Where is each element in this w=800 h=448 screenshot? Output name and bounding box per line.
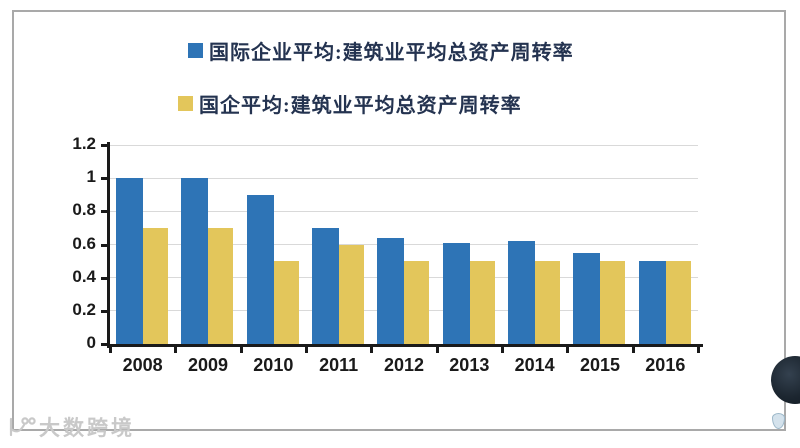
x-axis-tick	[305, 347, 308, 353]
watermark-logo-icon	[9, 417, 36, 437]
bar-s1-2011	[312, 227, 339, 344]
y-axis-tick	[101, 144, 107, 147]
x-axis-tick	[174, 347, 178, 353]
y-axis-tick	[101, 343, 107, 346]
gridline	[110, 144, 698, 146]
x-axis-label: 2008	[122, 355, 163, 375]
bar-s1-2016	[638, 261, 666, 344]
y-axis-label: 0	[86, 333, 96, 352]
bar-s1-2013	[442, 242, 470, 344]
x-axis-label: 2016	[645, 355, 686, 375]
bar-s1-2010	[246, 194, 274, 344]
bar-s2-2013	[469, 261, 495, 344]
water-droplet-icon	[772, 413, 785, 429]
bar-s1-2015	[573, 252, 601, 344]
gridline	[110, 177, 698, 179]
x-axis-label: 2013	[449, 355, 490, 375]
bar-s2-2010	[273, 261, 299, 344]
x-axis-label: 2009	[187, 355, 229, 375]
bar-s2-2014	[535, 261, 560, 344]
y-axis-label: 0.4	[72, 266, 96, 286]
x-axis-tick	[501, 347, 504, 353]
gridline	[110, 210, 698, 212]
legend-item-international-average: 国际企业平均:建筑业平均总资产周转率	[188, 36, 800, 65]
y-axis-label: 1.2	[72, 134, 96, 153]
y-axis-tick	[101, 243, 107, 247]
bar-s2-2015	[600, 261, 626, 344]
x-axis-label: 2011	[319, 355, 359, 375]
y-axis-line	[107, 142, 110, 348]
legend-label-soe-average: 国企平均:建筑业平均总资产周转率	[199, 95, 522, 117]
legend-swatch-blue	[188, 43, 203, 58]
x-axis-label: 2014	[514, 355, 555, 375]
x-axis-label: 2015	[579, 355, 621, 375]
x-axis-line	[107, 344, 703, 347]
y-axis-tick	[101, 177, 107, 181]
bar-s1-2014	[508, 241, 535, 344]
y-axis-label: 0.2	[72, 299, 96, 319]
x-axis-tick	[370, 347, 374, 353]
bar-s2-2008	[143, 227, 168, 344]
x-axis-tick	[239, 347, 243, 353]
x-axis-label: 2012	[383, 355, 425, 375]
bar-s2-2009	[208, 227, 234, 344]
legend-item-soe-average: 国企平均:建筑业平均总资产周转率	[178, 89, 800, 118]
y-axis-label: 1	[86, 167, 96, 187]
bar-s1-2009	[181, 178, 209, 344]
y-axis-tick	[101, 276, 107, 280]
y-axis-tick	[101, 210, 107, 214]
x-axis-tick	[631, 347, 635, 353]
y-axis-tick	[101, 309, 107, 313]
watermark-text: 大数跨境	[39, 416, 135, 440]
legend-label-international-average: 国际企业平均:建筑业平均总资产周转率	[209, 42, 574, 64]
bar-s1-2012	[377, 237, 405, 344]
x-axis-tick	[697, 347, 700, 353]
bar-s2-2012	[404, 261, 430, 344]
x-axis-tick	[109, 347, 112, 353]
bar-s2-2016	[665, 261, 691, 344]
bar-s1-2008	[116, 178, 143, 344]
x-axis-tick	[435, 347, 439, 353]
y-axis-label: 0.6	[72, 233, 96, 253]
chart-legend: 国际企业平均:建筑业平均总资产周转率 国企平均:建筑业平均总资产周转率	[0, 36, 800, 142]
x-axis-tick	[566, 347, 570, 353]
watermark: 大数跨境	[6, 412, 135, 442]
legend-swatch-gold	[178, 96, 193, 111]
bar-s2-2011	[339, 244, 364, 344]
x-axis-label: 2010	[253, 355, 294, 375]
y-axis-label: 0.8	[72, 200, 96, 220]
